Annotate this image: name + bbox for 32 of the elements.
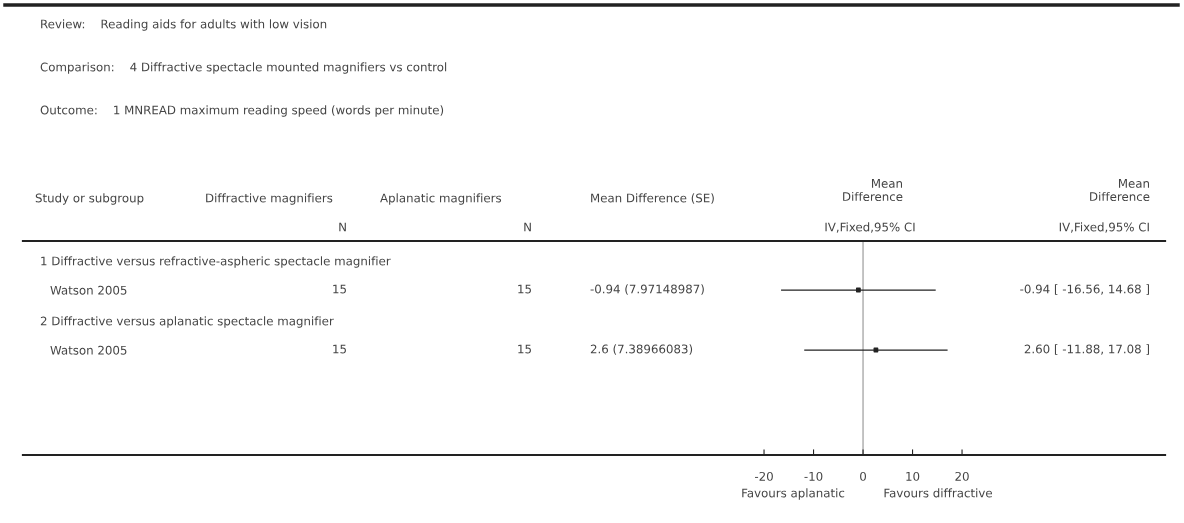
text: N <box>339 222 346 232</box>
annotation: -0.94 (7.97148987) <box>590 284 704 295</box>
text: Favours aplanatic <box>742 488 845 500</box>
text: Mean Difference <box>843 179 903 202</box>
x-tick-label: 0 <box>860 471 867 481</box>
annotation: 2 Diffractive versus aplanatic spectacle magnifier <box>40 316 334 328</box>
text: N <box>524 222 531 232</box>
y-tick-label: Watson 2005 <box>50 285 127 295</box>
text: Mean Difference (SE) <box>591 193 714 204</box>
annotation: 2.6 (7.38966083) <box>590 344 693 355</box>
annotation: 2.60 [ -11.88, 17.08 ] <box>1024 344 1149 355</box>
x-tick-label: 20 <box>955 471 969 481</box>
text: Review: Reading aids for adults with low vision <box>41 19 327 31</box>
text: Mean Difference <box>1090 179 1150 202</box>
x-tick-label: -20 <box>754 471 773 481</box>
text: Outcome: 1 MNREAD maximum reading speed (words per minute) <box>40 105 444 117</box>
annotation: -0.94 [ -16.56, 14.68 ] <box>1020 284 1149 295</box>
text: IV,Fixed,95% CI <box>1059 222 1149 233</box>
annotation: 1 Diffractive versus refractive-aspheric spectacle magnifier <box>41 256 391 268</box>
text: Diffractive magnifiers <box>206 193 333 205</box>
y-tick-label: Watson 2005 <box>50 345 127 355</box>
text: IV,Fixed,95% CI <box>825 222 915 233</box>
annotation: 15 <box>333 284 346 294</box>
text: Aplanatic magnifiers <box>380 193 502 205</box>
annotation: 15 <box>518 284 531 294</box>
text: Comparison: 4 Diffractive spectacle mounted magnifiers vs control <box>40 62 447 74</box>
annotation: 15 <box>518 344 531 354</box>
annotation: 15 <box>333 344 346 354</box>
x-tick-label: -10 <box>804 471 823 481</box>
text: Favours diffractive <box>884 488 992 498</box>
text: Study or subgroup <box>35 193 144 205</box>
x-tick-label: 10 <box>906 471 920 481</box>
